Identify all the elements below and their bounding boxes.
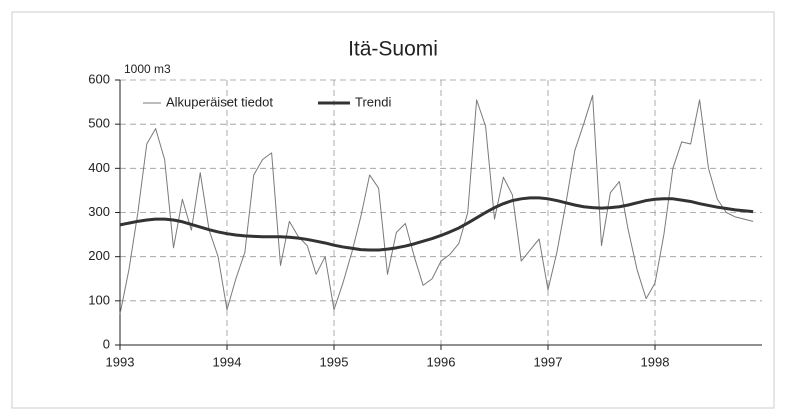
y-tick-label: 600 [88, 71, 110, 86]
series-line [119, 94, 754, 315]
x-tick-label: 1997 [534, 354, 563, 369]
frame [11, 11, 775, 409]
y-tick-label: 500 [88, 116, 110, 131]
y-tick-label: 400 [88, 160, 110, 175]
y-tick-label: 0 [103, 336, 110, 351]
y-axis-label: 1000 m3 [124, 62, 171, 76]
x-tick-label: 1994 [213, 354, 242, 369]
x-tick-label: 1996 [427, 354, 456, 369]
x-tick-label: 1995 [320, 354, 349, 369]
legend-label: Alkuperäiset tiedot [166, 94, 273, 109]
x-tick-label: 1998 [641, 354, 670, 369]
x-tick-label: 1993 [106, 354, 135, 369]
series-line [119, 196, 754, 252]
y-tick-label: 300 [88, 204, 110, 219]
chart-title: Itä-Suomi [348, 38, 438, 61]
y-tick-label: 100 [88, 292, 110, 307]
legend-label: Trendi [355, 94, 391, 109]
y-tick-label: 200 [88, 248, 110, 263]
